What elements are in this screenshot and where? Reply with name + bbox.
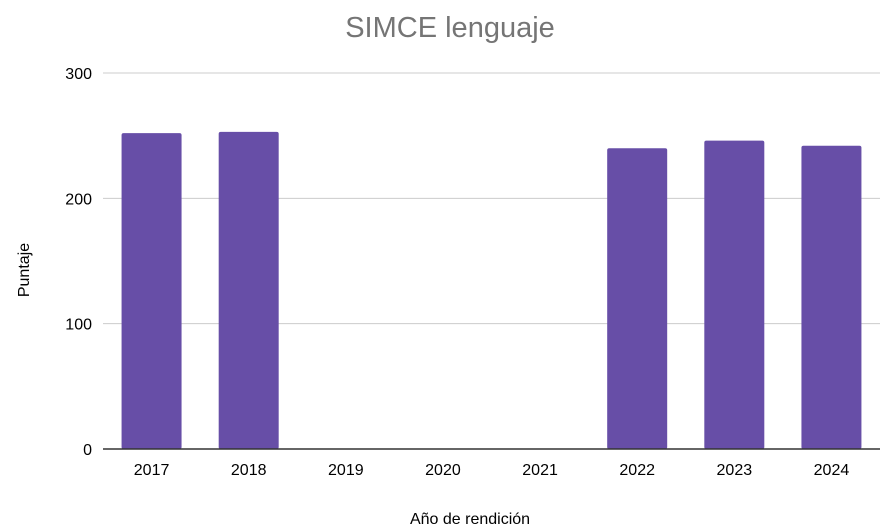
x-tick-label-2020: 2020 — [425, 462, 461, 479]
x-tick-label-2024: 2024 — [814, 462, 850, 479]
x-tick-label-2019: 2019 — [328, 462, 364, 479]
y-tick-label: 200 — [65, 191, 92, 208]
y-tick-label: 100 — [65, 317, 92, 334]
y-tick-label: 0 — [83, 442, 92, 459]
y-axis-title: Puntaje — [16, 243, 33, 297]
bar-2022 — [607, 148, 668, 449]
x-tick-label-2021: 2021 — [522, 462, 558, 479]
bars — [121, 131, 862, 449]
bar-2024 — [801, 145, 862, 449]
x-tick-label-2018: 2018 — [231, 462, 267, 479]
bar-2017 — [121, 133, 182, 449]
x-axis-title: Año de rendición — [410, 511, 530, 527]
x-tick-label-2023: 2023 — [717, 462, 753, 479]
bar-2023 — [704, 140, 765, 449]
y-tick-label: 300 — [65, 66, 92, 83]
x-axis-ticks: 2017 2018 2019 2020 2021 2022 2023 2024 — [134, 462, 850, 479]
x-tick-label-2017: 2017 — [134, 462, 170, 479]
x-tick-label-2022: 2022 — [619, 462, 655, 479]
y-axis-ticks: 0 100 200 300 — [65, 66, 92, 459]
chart-title: SIMCE lenguaje — [345, 12, 555, 44]
bar-2018 — [218, 131, 279, 449]
